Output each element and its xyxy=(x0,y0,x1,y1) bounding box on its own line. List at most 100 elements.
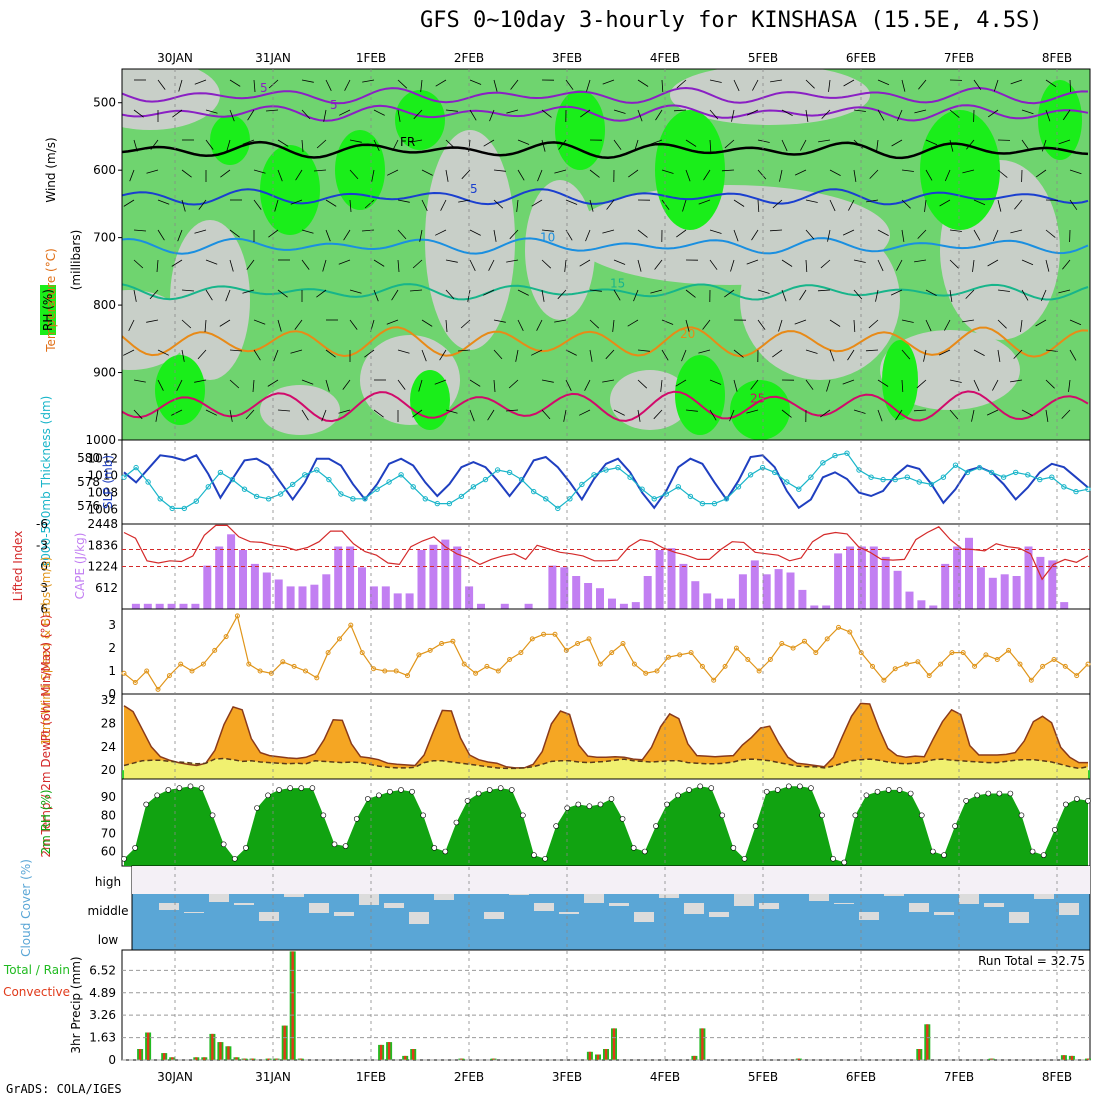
cape-bar xyxy=(786,572,795,609)
rh-point xyxy=(619,816,626,822)
wind-barb xyxy=(805,109,809,122)
wind-barb xyxy=(229,229,240,238)
wind-barb xyxy=(176,379,183,391)
thickness-point xyxy=(892,476,898,483)
rh-moist-area xyxy=(882,340,918,420)
wind-barb xyxy=(301,139,304,153)
wind-barb xyxy=(205,259,218,265)
wind-barb xyxy=(156,259,159,273)
wind-speed-point xyxy=(121,670,127,676)
wind-barb xyxy=(724,139,735,149)
wind-barb xyxy=(750,379,759,390)
rh-point xyxy=(719,812,726,819)
date-label-top: 6FEB xyxy=(846,51,876,65)
wind-barb xyxy=(220,169,231,178)
wind-barb xyxy=(890,289,903,296)
rh-point xyxy=(342,843,349,849)
wind-barb xyxy=(1045,259,1050,272)
thickness-point xyxy=(470,484,477,490)
wind-barb xyxy=(181,319,192,329)
cape-bar xyxy=(905,591,914,609)
wind-barb xyxy=(123,199,135,207)
cloud-level-label: high xyxy=(95,875,121,889)
wind-barb xyxy=(181,349,185,362)
cape-bar xyxy=(143,603,152,609)
wind-barb xyxy=(655,109,663,121)
wind-barb xyxy=(866,199,879,203)
wind-barb xyxy=(865,349,879,352)
wind-barb xyxy=(253,169,266,174)
wind-barb xyxy=(229,259,234,272)
wind-barb xyxy=(277,139,289,147)
wind-barb xyxy=(757,139,770,143)
wind-speed-point xyxy=(541,631,547,637)
wind-barb xyxy=(123,349,135,356)
cloud-gap xyxy=(734,894,754,906)
cape-bar xyxy=(274,579,283,609)
rh-point xyxy=(630,845,637,851)
rh-point xyxy=(686,787,692,793)
cape-tick: 1224 xyxy=(87,560,118,574)
thickness-point xyxy=(531,488,537,495)
wind-barb xyxy=(469,109,477,121)
wind-barb xyxy=(531,199,543,207)
wind-barb xyxy=(877,379,889,387)
thickness-point xyxy=(808,474,814,480)
wind-barb xyxy=(901,79,906,92)
wind-barb xyxy=(445,139,456,149)
wind-barb xyxy=(877,79,890,86)
precip-convective-bar xyxy=(251,1058,254,1060)
wind-barb xyxy=(973,379,980,392)
wind-label: Wind (m/s) xyxy=(44,137,58,202)
wind-barb xyxy=(290,199,303,205)
wind-barb xyxy=(349,139,362,143)
wind-barb xyxy=(733,79,740,92)
precip-convective-bar xyxy=(275,1058,278,1060)
wind-barb xyxy=(178,79,183,92)
rh-point xyxy=(220,841,227,848)
wind-barb xyxy=(349,289,362,294)
wind-barb xyxy=(541,109,552,118)
rh-moist-area xyxy=(730,380,790,440)
wind-barb xyxy=(733,349,744,358)
wind-speed-point xyxy=(166,673,172,679)
wind-speed-point xyxy=(495,668,501,674)
thickness-point xyxy=(145,479,151,485)
cape-bar xyxy=(215,546,224,609)
wind-speed-point xyxy=(337,636,342,642)
wind-speed-point xyxy=(303,668,308,674)
precip-tick: 1.63 xyxy=(89,1031,116,1045)
wind-barb xyxy=(681,349,687,362)
wind-barb xyxy=(420,79,423,92)
wind-barb xyxy=(703,169,711,181)
cape-bar xyxy=(524,603,533,609)
isotherm-line xyxy=(122,188,1089,206)
rh-point xyxy=(996,790,1003,797)
wind-barb xyxy=(709,409,717,421)
thickness-point xyxy=(663,491,669,497)
cape-bar xyxy=(608,598,616,609)
thickness-point xyxy=(290,481,296,488)
cape-bar xyxy=(988,577,997,610)
cape-bar xyxy=(322,574,331,609)
wind-barb xyxy=(901,229,905,242)
wind-speed-point xyxy=(439,641,445,646)
wind-barb xyxy=(268,229,279,238)
thickness-point xyxy=(458,493,465,500)
wind-barb xyxy=(323,109,327,122)
wind-barb xyxy=(949,289,953,302)
precip-tick: 6.52 xyxy=(89,963,116,977)
rh-point xyxy=(198,785,205,791)
rh-point xyxy=(387,788,393,795)
wind-speed-point xyxy=(1028,677,1034,683)
wind-barb xyxy=(586,79,591,92)
wind-barb xyxy=(675,379,687,387)
cloud-gap xyxy=(234,903,254,905)
rh-point xyxy=(209,812,216,819)
cape-bar xyxy=(191,603,200,609)
rh-point xyxy=(874,788,881,795)
wind-barb xyxy=(709,79,722,83)
wind-barb xyxy=(541,409,551,420)
thickness-point xyxy=(928,481,935,488)
wind-barb xyxy=(781,109,793,116)
